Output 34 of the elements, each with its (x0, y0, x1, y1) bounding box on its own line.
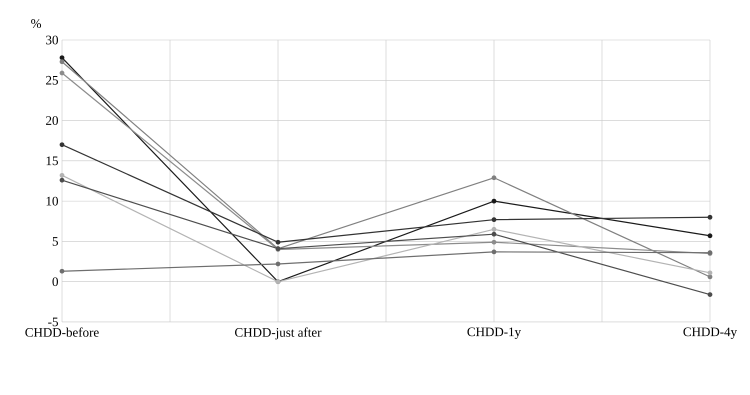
point (60, 268, 64, 274)
point (708, 292, 712, 297)
x-tick-label: CHDD-just after (235, 328, 322, 340)
point (492, 249, 496, 254)
y-tick-label: -5 (48, 318, 58, 326)
point (60, 178, 64, 183)
point (60, 55, 64, 60)
point (492, 240, 496, 245)
x-tick-label: CHDD-1y (467, 328, 522, 339)
point (492, 226, 496, 232)
point (60, 172, 64, 178)
point (492, 232, 496, 237)
point (492, 175, 496, 180)
y-tick-label: 5 (52, 237, 58, 246)
point (492, 217, 496, 222)
point (60, 70, 64, 76)
point (708, 214, 712, 220)
point (60, 59, 64, 64)
y-tick-label: 30 (46, 36, 58, 44)
y-tick-label: 25 (46, 76, 58, 85)
point (276, 240, 280, 245)
y-axis-title: % (31, 19, 42, 28)
x-tick-label: CHDD-4y (683, 328, 738, 339)
point (492, 198, 496, 204)
point (708, 270, 712, 276)
y-tick-label: 10 (46, 196, 58, 206)
point (708, 274, 712, 280)
x-tick-label: CHDD-before (25, 328, 99, 337)
point (276, 262, 280, 266)
y-tick-label: 15 (46, 156, 58, 166)
y-tick-label: 20 (46, 116, 58, 125)
point (708, 233, 712, 238)
point (60, 142, 64, 148)
y-tick-label: 0 (52, 277, 58, 286)
